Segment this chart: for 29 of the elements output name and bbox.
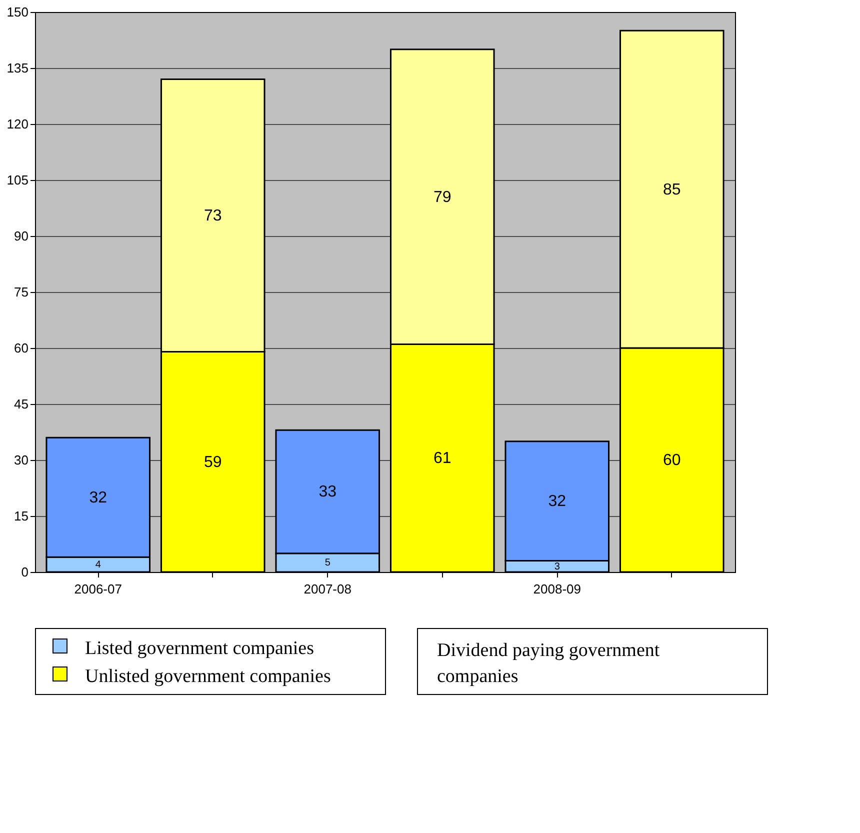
y-tick-label: 60: [14, 340, 28, 356]
data-label: 61: [433, 450, 452, 468]
y-tick-label: 150: [6, 4, 28, 20]
text: Dividend paying government companies: [437, 640, 660, 687]
y-tick-label: 0: [21, 564, 28, 580]
data-label: 33: [318, 484, 337, 501]
data-label: 4: [95, 560, 102, 571]
legend-label: Listed government companies: [85, 638, 314, 659]
data-label: 32: [89, 489, 108, 506]
data-label: 5: [324, 558, 331, 569]
x-tick-label: 2007-08: [304, 582, 352, 596]
data-label: 85: [662, 181, 681, 198]
data-label: 3: [554, 561, 560, 572]
x-tick-label: 2008-09: [533, 582, 581, 596]
data-label: 73: [204, 207, 222, 224]
data-label: 32: [548, 493, 566, 510]
y-tick-label: 135: [6, 60, 28, 76]
data-label: 59: [204, 454, 222, 471]
y-tick-label: 120: [6, 116, 28, 132]
y-tick-label: 105: [6, 172, 28, 188]
legend-label: Unlisted government companies: [85, 666, 331, 687]
y-tick-label: 45: [14, 396, 28, 412]
y-tick-label: 15: [14, 508, 28, 524]
y-tick-label: 90: [14, 228, 28, 244]
y-tick-label: 75: [14, 284, 28, 300]
y-tick-label: 30: [14, 452, 28, 468]
x-tick-label: 2006-07: [74, 582, 122, 596]
data-label: 60: [662, 452, 681, 469]
data-label: 79: [433, 188, 452, 206]
